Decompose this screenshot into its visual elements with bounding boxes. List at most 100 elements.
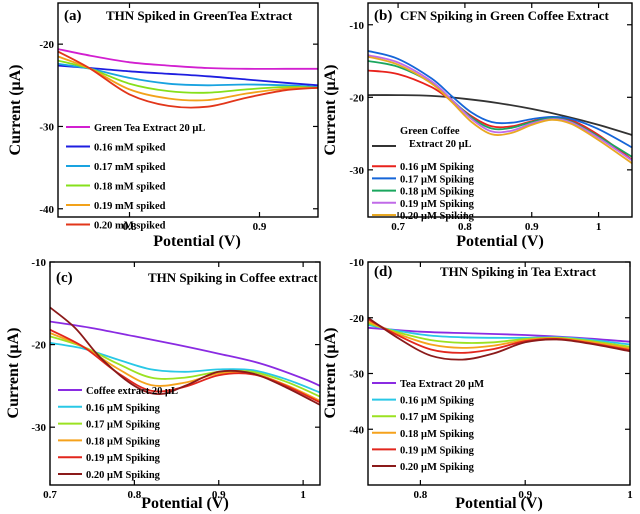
series-line-1 — [50, 320, 320, 387]
y-axis-title: Current (μA) — [5, 328, 22, 419]
legend-label: 0.18 μM Spiking — [400, 429, 475, 440]
x-tick-label: 0.7 — [43, 489, 57, 501]
y-axis-title: Current (μA) — [322, 65, 339, 156]
legend-label: 0.20 mM spiked — [94, 221, 166, 232]
series-line-4 — [368, 60, 632, 158]
panel-c: 0.7 0.8 0.9 1 -10 -20 -30 Potential (V) Current … — [5, 257, 321, 512]
legend-label: 0.17 mM spiked — [94, 162, 166, 173]
y-tick-label: -40 — [39, 204, 54, 216]
legend-label: 0.20 μM Spiking — [400, 462, 475, 473]
legend-label: Tea Extract 20 μM — [400, 379, 484, 390]
x-tick-label: 1 — [627, 489, 633, 501]
legend-label: 0.17 μM Spiking — [400, 412, 475, 423]
legend: Green Tea Extract 20 μL 0.16 mM spiked 0.1… — [66, 123, 205, 232]
plot-frame — [49, 261, 321, 486]
y-tick-label: -20 — [349, 313, 364, 325]
x-tick-label: 0.9 — [212, 489, 226, 501]
panel-title-text: THN Spiking in Tea Extract — [440, 264, 597, 279]
legend-label: 0.20 μM Spiking — [400, 211, 475, 222]
series-line-3 — [50, 335, 320, 398]
legend: Tea Extract 20 μM 0.16 μM Spiking 0.17 μM … — [372, 379, 484, 473]
legend-label: 0.16 μM Spiking — [86, 403, 161, 414]
legend-label: 0.16 μM Spiking — [400, 162, 475, 173]
panel-a: 0.8 0.9 -20 -30 -40 Potential (V) Current (μA)… — [7, 2, 319, 250]
panel-title: (b) CFN Spiking in Green Coffee Extract — [374, 8, 609, 24]
panel-letter: (a) — [64, 8, 82, 24]
legend-label: Coffee extract 20 μL — [86, 386, 178, 397]
legend-label: 0.17 μM Spiking — [86, 420, 161, 431]
y-tick-label: -20 — [31, 340, 46, 352]
series-group — [368, 317, 630, 361]
series-line-6 — [368, 55, 632, 165]
legend-label: Green Tea Extract 20 μL — [94, 123, 205, 134]
legend: Coffee extract 20 μL 0.16 μM Spiking 0.17 … — [58, 386, 178, 481]
legend-label: 0.16 μM Spiking — [400, 396, 475, 407]
series-group — [50, 306, 320, 406]
y-tick-label: -30 — [31, 422, 46, 434]
legend-label: 0.16 mM spiked — [94, 143, 166, 154]
series-line-1 — [368, 94, 632, 136]
legend-label: 0.20 μM Spiking — [86, 470, 161, 481]
panel-letter: (c) — [56, 270, 73, 286]
x-axis-title: Potential (V) — [153, 233, 241, 250]
series-group — [368, 50, 632, 165]
y-tick-label: -10 — [349, 20, 364, 32]
x-tick-label: 1 — [300, 489, 306, 501]
x-tick-label: 0.9 — [253, 221, 267, 233]
panel-title: (c) THN Spiking in Coffee extract — [56, 270, 318, 286]
y-tick-label: -30 — [349, 165, 364, 177]
x-tick-label: 1 — [596, 221, 602, 233]
series-line-5 — [58, 55, 318, 102]
legend: Green Coffee Extract 20 μL 0.16 μM Spiking… — [372, 126, 475, 222]
y-tick-label: -20 — [349, 92, 364, 104]
x-tick-label: 0.7 — [391, 221, 405, 233]
x-axis-title: Potential (V) — [456, 233, 544, 250]
series-line-3 — [368, 322, 630, 348]
series-line-1 — [58, 48, 318, 70]
legend-label: 0.18 mM spiked — [94, 182, 166, 193]
series-line-5 — [368, 318, 630, 354]
legend-label: 0.19 mM spiked — [94, 201, 166, 212]
x-tick-label: 0.8 — [458, 221, 472, 233]
legend-label: 0.19 μM Spiking — [400, 199, 475, 210]
panel-title: (d) THN Spiking in Tea Extract — [374, 264, 597, 280]
panel-title-text: CFN Spiking in Green Coffee Extract — [400, 8, 609, 23]
series-line-2 — [58, 64, 318, 87]
series-group — [58, 48, 318, 109]
x-axis-title: Potential (V) — [141, 495, 229, 512]
panel-letter: (b) — [374, 8, 392, 24]
x-tick-label: 0.9 — [525, 221, 539, 233]
x-tick-label: 0.8 — [414, 489, 428, 501]
legend-label: Green Coffee Extract 20 μL — [400, 126, 472, 150]
series-line-5 — [368, 54, 632, 162]
panel-title: (a) THN Spiked in GreenTea Extract — [64, 8, 293, 24]
series-line-2 — [368, 69, 632, 161]
plot-frame — [57, 2, 319, 218]
series-line-3 — [368, 50, 632, 149]
y-tick-label: -10 — [31, 257, 46, 269]
legend-label: 0.18 μM Spiking — [400, 187, 475, 198]
panel-letter: (d) — [374, 264, 392, 280]
series-line-6 — [368, 317, 630, 361]
y-tick-label: -30 — [39, 121, 54, 133]
panel-b: 0.7 0.8 0.9 1 -10 -20 -30 Potential (V) Current … — [322, 2, 633, 250]
x-tick-label: 0.9 — [518, 489, 532, 501]
series-line-6 — [58, 50, 318, 109]
y-tick-label: -10 — [349, 257, 364, 269]
plot-frame — [367, 2, 633, 218]
legend-label: 0.19 μM Spiking — [86, 453, 161, 464]
legend-label: 0.18 μM Spiking — [86, 436, 161, 447]
panel-d: 0.8 0.9 1 -10 -20 -30 -40 Potential (V) Current … — [322, 257, 633, 512]
x-tick-label: 0.8 — [123, 221, 137, 233]
legend-label: 0.17 μM Spiking — [400, 174, 475, 185]
series-line-4 — [58, 59, 318, 94]
y-axis-title: Current (μA) — [7, 65, 24, 156]
x-axis-title: Potential (V) — [455, 495, 543, 512]
y-tick-label: -30 — [349, 369, 364, 381]
series-line-6 — [50, 306, 320, 406]
panel-title-text: THN Spiked in GreenTea Extract — [106, 8, 293, 23]
y-axis-title: Current (μA) — [322, 328, 339, 419]
x-tick-label: 0.8 — [128, 489, 142, 501]
y-tick-label: -20 — [39, 39, 54, 51]
